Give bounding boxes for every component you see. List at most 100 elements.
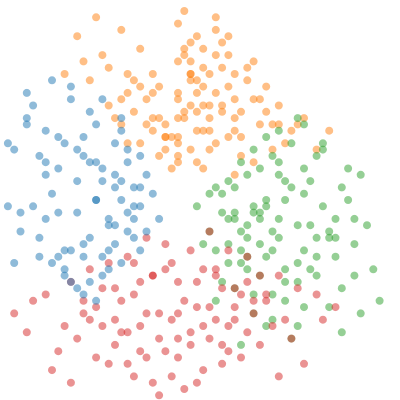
data-point [111, 315, 119, 324]
data-point [129, 214, 138, 223]
data-point [142, 227, 151, 236]
data-point [123, 88, 132, 97]
data-point [142, 120, 151, 129]
data-point [211, 183, 220, 192]
data-point [211, 13, 220, 22]
data-point [224, 177, 233, 186]
data-point [148, 114, 157, 123]
data-point [60, 139, 69, 148]
data-point [73, 334, 82, 343]
data-point [148, 88, 157, 97]
data-point [249, 309, 258, 318]
data-point [186, 328, 195, 337]
data-point [60, 271, 69, 280]
data-point [262, 133, 271, 141]
data-point [243, 328, 252, 337]
data-point [350, 271, 359, 280]
data-point [29, 296, 38, 305]
data-point [243, 221, 252, 230]
data-point [249, 57, 258, 66]
data-point [218, 340, 227, 349]
data-point [73, 208, 82, 217]
data-point [186, 145, 195, 154]
data-point [41, 290, 50, 299]
data-point [281, 277, 290, 286]
data-point [205, 334, 214, 343]
data-point [35, 233, 44, 242]
data-point [167, 259, 176, 267]
data-point [255, 340, 264, 349]
data-point [136, 322, 145, 330]
data-point [344, 196, 353, 204]
data-point [104, 359, 113, 368]
data-point [243, 252, 252, 261]
data-point [123, 328, 132, 337]
data-point [287, 139, 296, 148]
data-point [205, 227, 214, 236]
data-point [180, 7, 189, 15]
data-point [312, 290, 321, 299]
data-point [41, 214, 50, 223]
data-point [199, 44, 208, 53]
data-point [331, 303, 340, 312]
scatter-points [3, 7, 384, 400]
data-point [199, 82, 208, 91]
data-point [79, 296, 88, 305]
data-point [262, 296, 271, 305]
data-point [98, 51, 107, 60]
data-point [224, 347, 233, 356]
data-point [85, 158, 94, 167]
data-point [3, 139, 12, 148]
data-point [117, 120, 126, 129]
data-point [262, 290, 271, 299]
data-point [155, 334, 164, 343]
data-point [136, 82, 145, 91]
data-point [218, 208, 227, 217]
data-point [66, 82, 75, 91]
data-point [79, 133, 88, 141]
data-point [192, 107, 201, 116]
data-point [73, 145, 82, 154]
data-point [230, 95, 239, 104]
data-point [255, 95, 264, 104]
data-point [111, 183, 119, 192]
data-point [155, 151, 164, 160]
data-point [205, 101, 214, 110]
data-point [211, 296, 220, 305]
data-point [66, 277, 75, 286]
data-point [192, 277, 201, 286]
data-point [155, 82, 164, 91]
data-point [255, 271, 264, 280]
data-point [300, 359, 308, 368]
data-point [262, 196, 271, 204]
data-point [230, 303, 239, 312]
data-point [111, 340, 119, 349]
data-point [186, 101, 195, 110]
data-point [148, 378, 157, 387]
data-point [111, 240, 119, 249]
data-point [92, 120, 101, 129]
data-point [142, 309, 151, 318]
data-point [10, 145, 19, 154]
data-point [249, 95, 258, 104]
data-point [41, 170, 50, 179]
data-point [111, 284, 119, 293]
data-point [155, 114, 164, 123]
data-point [60, 265, 69, 274]
data-point [29, 101, 38, 110]
data-point [129, 202, 138, 211]
data-point [262, 82, 271, 91]
data-point [274, 120, 283, 129]
data-point [237, 340, 245, 349]
data-point [268, 290, 277, 299]
data-point [54, 208, 63, 217]
data-point [79, 309, 88, 318]
data-point [73, 32, 82, 41]
data-point [218, 63, 227, 72]
data-point [306, 265, 315, 274]
data-point [54, 133, 63, 141]
data-point [211, 271, 220, 280]
data-point [300, 114, 308, 123]
